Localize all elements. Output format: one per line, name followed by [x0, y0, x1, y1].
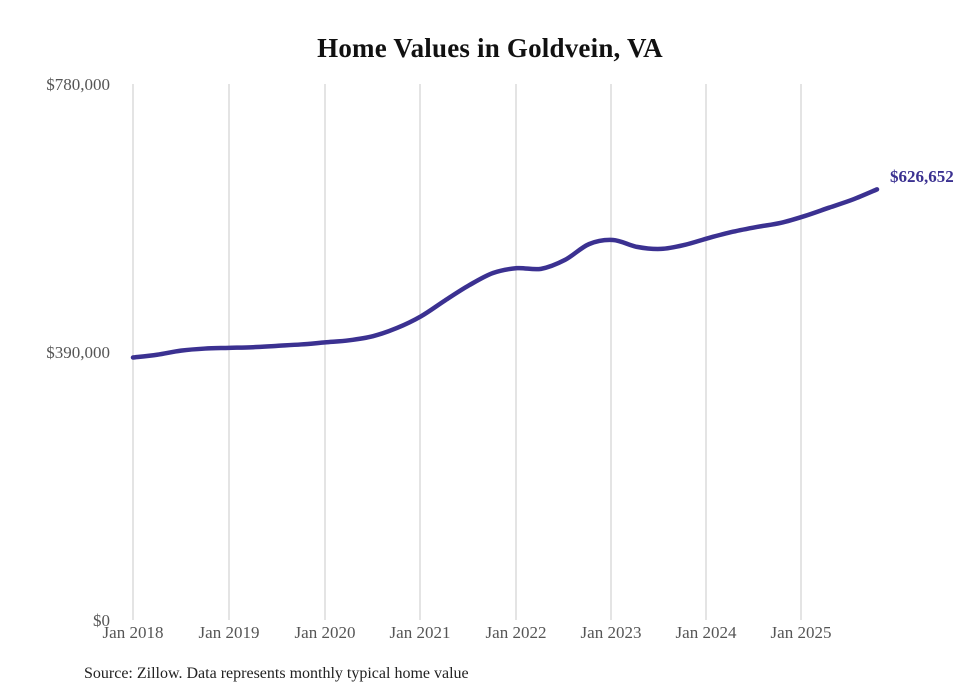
gridlines [132, 84, 802, 620]
value-line-path [130, 187, 880, 360]
y-axis-tick-zero: $0 [93, 611, 110, 630]
x-axis-tick-jan-2022: Jan 2022 [485, 623, 547, 642]
source-note: Source: Zillow. Data represents monthly … [84, 665, 469, 682]
x-axis-tick-jan-2024: Jan 2024 [675, 623, 737, 642]
x-axis-tick-jan-2025: Jan 2025 [770, 623, 832, 642]
y-axis-tick-mid: $390,000 [46, 343, 110, 362]
x-axis-tick-jan-2019: Jan 2019 [198, 623, 260, 642]
y-axis-tick-top: $780,000 [46, 75, 110, 94]
page-title: Home Values in Goldvein, VA [317, 33, 663, 63]
x-axis-tick-jan-2020: Jan 2020 [294, 623, 356, 642]
x-axis-tick-jan-2021: Jan 2021 [389, 623, 451, 642]
x-axis-tick-jan-2018: Jan 2018 [102, 623, 164, 642]
end-value-annotation: $626,652 [890, 167, 954, 186]
x-axis-tick-jan-2023: Jan 2023 [580, 623, 642, 642]
